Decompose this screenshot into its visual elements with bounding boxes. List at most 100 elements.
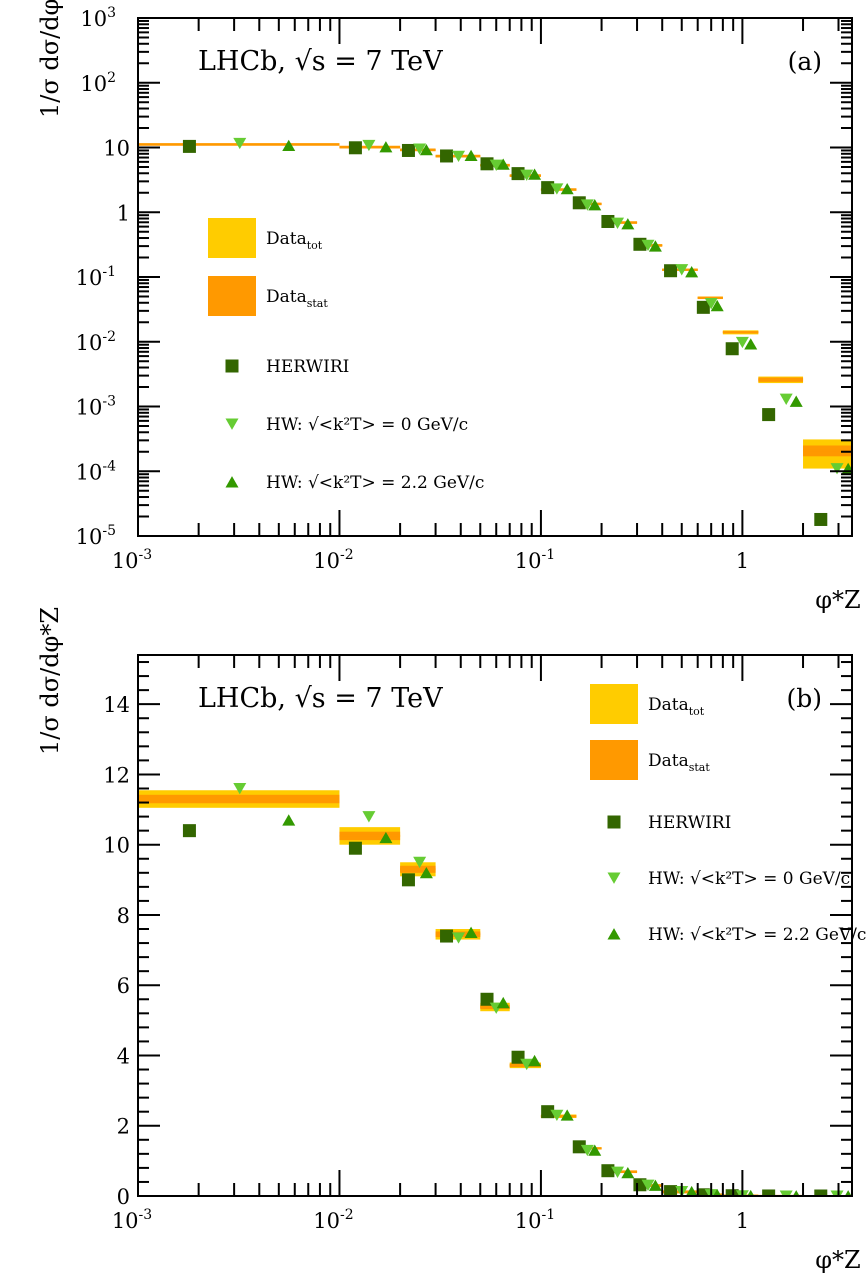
hw-kt22-point [528, 168, 542, 180]
hw-kt22-point [419, 866, 433, 879]
hw-kt0-point [550, 1109, 564, 1122]
y-tick-label: 10-3 [76, 394, 116, 420]
panel-label: (b) [786, 684, 822, 713]
legend-label: HW: √<k²T> = 2.2 GeV/c [266, 473, 484, 493]
y-tick-label: 103 [80, 5, 116, 31]
legend-marker [607, 872, 621, 884]
x-tick-label: 10-2 [313, 1207, 353, 1233]
hw-kt22-point [792, 1190, 800, 1196]
hw-kt22-point [560, 1109, 574, 1121]
herwiri-point [401, 873, 415, 887]
herwiri-point [601, 214, 615, 228]
herwiri-point [541, 1105, 555, 1119]
herwiri-point [762, 408, 776, 422]
hw-kt22-point [710, 299, 724, 312]
x-tick-label: 10-2 [313, 547, 353, 573]
herwiri-point [440, 929, 454, 943]
hw-kt0-point [580, 1144, 594, 1157]
hw-kt0-point [413, 143, 427, 155]
legend-label: HW: √<k²T> = 0 GeV/c [648, 869, 850, 889]
herwiri-point [348, 141, 362, 155]
panel-label: (a) [788, 47, 822, 76]
hw-kt0-point [779, 393, 793, 405]
legend-label: HW: √<k²T> = 2.2 GeV/c [648, 925, 866, 945]
x-tick-label: 10-1 [515, 1207, 555, 1233]
hw-kt0-point [779, 1190, 793, 1196]
hw-kt22-point [496, 158, 510, 170]
hw-kt0-point [520, 1058, 534, 1071]
hw-kt0-point [704, 298, 718, 310]
y-tick-label: 10 [103, 834, 130, 858]
legend-swatch [208, 218, 256, 258]
hw-kt22-point [528, 1054, 542, 1067]
legend-swatch [590, 684, 638, 724]
y-tick-label: 10 [103, 137, 130, 161]
hw-kt22-point [464, 149, 478, 162]
herwiri-point [814, 512, 828, 526]
chart-title: LHCb, √s = 7 TeV [198, 46, 443, 77]
y-tick-label: 10-2 [76, 329, 116, 355]
herwiri-point [696, 300, 710, 314]
hw-kt22-point [621, 1166, 635, 1179]
hw-kt0-point [611, 1166, 625, 1178]
y-tick-label: 4 [117, 1044, 130, 1068]
plot-area [138, 137, 852, 526]
hw-kt0-point [413, 856, 427, 869]
legend-marker [225, 418, 239, 430]
legend-entry: Datatot [590, 684, 705, 724]
hw-kt22-point [588, 1144, 602, 1156]
hw-kt0-point [830, 463, 844, 475]
y-axis-label-text: 1/σ dσ/dφ*Z [36, 607, 64, 755]
hw-kt0-point [233, 783, 247, 795]
hw-kt0-point [641, 239, 655, 252]
herwiri-point [664, 1185, 678, 1196]
hw-kt0-point [675, 264, 689, 276]
herwiri-point [480, 157, 494, 171]
y-tick-label: 8 [117, 904, 130, 928]
legend-entry: Datatot [208, 218, 323, 258]
y-tick-label: 6 [117, 974, 130, 998]
herwiri-point [762, 1189, 776, 1196]
hw-kt22-point [282, 814, 296, 826]
legend-entry: HW: √<k²T> = 0 GeV/c [225, 415, 468, 435]
plot-area [138, 783, 852, 1196]
x-axis-label: φ*Z [815, 586, 860, 614]
herwiri-point [601, 1164, 615, 1178]
herwiri-point [572, 1140, 586, 1154]
x-tick-label: 1 [736, 1209, 749, 1233]
x-tick-label: 10-3 [112, 547, 152, 573]
legend-entry: Datastat [208, 276, 328, 316]
herwiri-point [696, 1188, 710, 1196]
hw-kt22-point [379, 141, 393, 153]
plot-frame [137, 654, 853, 1197]
legend-marker [607, 928, 621, 940]
hw-kt22-point [685, 1185, 698, 1196]
herwiri-point [182, 139, 196, 153]
hw-kt22-point [560, 182, 574, 195]
hw-kt22-point [844, 1190, 852, 1196]
hw-kt22-point [282, 139, 296, 152]
hw-kt22-point [744, 338, 758, 350]
hw-kt0-point [580, 199, 594, 211]
y-tick-label: 2 [117, 1115, 130, 1139]
legend: Datatot Datastat HERWIRI HW: √<k²T> = 0 GeV… [208, 218, 484, 493]
legend-label: Datatot [266, 229, 323, 252]
herwiri-point [664, 264, 678, 278]
hw-kt22-point [713, 1188, 722, 1196]
legend-label: Datatot [648, 695, 705, 718]
hw-kt0-point [489, 159, 503, 171]
x-tick-label: 10-3 [112, 1207, 152, 1233]
y-tick-label: 14 [103, 693, 130, 717]
y-axis-label: 1/σ dσ/dφ*Z [36, 0, 64, 118]
legend-label: HERWIRI [266, 357, 349, 377]
y-tick-label: 12 [103, 763, 130, 787]
herwiri-point [541, 181, 555, 195]
hw-kt22-point [464, 926, 478, 938]
y-tick-label: 10-5 [76, 523, 116, 549]
legend-entry: HERWIRI [225, 357, 349, 377]
hw-kt0-point [362, 139, 376, 152]
hw-kt0-point [452, 932, 466, 944]
legend-label: Datastat [266, 287, 328, 310]
